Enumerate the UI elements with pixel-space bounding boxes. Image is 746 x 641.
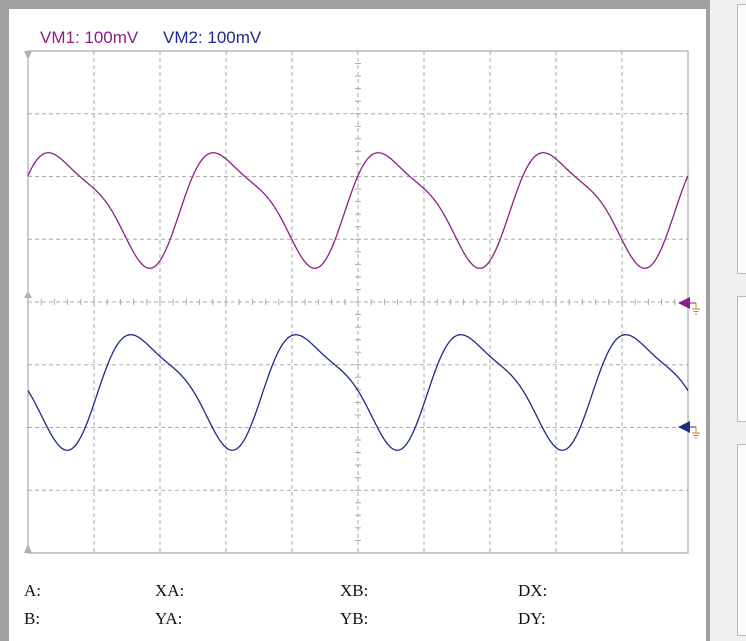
cursor-xb-label: XB: bbox=[340, 581, 369, 600]
channel-header: VM1: 100mV VM2: 100mV bbox=[40, 28, 261, 48]
side-panel-bottom[interactable] bbox=[737, 444, 746, 636]
cursor-a-label: A: bbox=[24, 581, 41, 600]
cursor-yb-label: YB: bbox=[340, 609, 369, 628]
cursor-b-label: B: bbox=[24, 609, 41, 628]
side-panel-top[interactable] bbox=[737, 4, 746, 274]
window-frame-left bbox=[0, 0, 9, 641]
channel2-ground-marker-icon[interactable] bbox=[678, 421, 700, 439]
channel1-trace bbox=[27, 152, 689, 269]
side-panel-middle[interactable] bbox=[737, 296, 746, 422]
channel2-scale-label: VM2: 100mV bbox=[163, 28, 262, 47]
cursor-xa-label: XA: bbox=[155, 581, 185, 600]
window-frame-right bbox=[706, 0, 710, 641]
channel1-ground-marker-icon[interactable] bbox=[678, 297, 700, 315]
channel1-scale-label: VM1: 100mV bbox=[40, 28, 139, 47]
trigger-bottom-marker-icon[interactable] bbox=[24, 544, 32, 553]
cursor-ya-label: YA: bbox=[155, 609, 183, 628]
center-marker-icon[interactable] bbox=[24, 291, 32, 298]
trigger-top-marker-icon[interactable] bbox=[24, 51, 32, 60]
window-frame-top bbox=[0, 0, 710, 9]
grid bbox=[27, 50, 689, 554]
cursor-dy-label: DY: bbox=[518, 609, 546, 628]
cursor-dx-label: DX: bbox=[518, 581, 548, 600]
channel2-trace bbox=[27, 334, 689, 451]
